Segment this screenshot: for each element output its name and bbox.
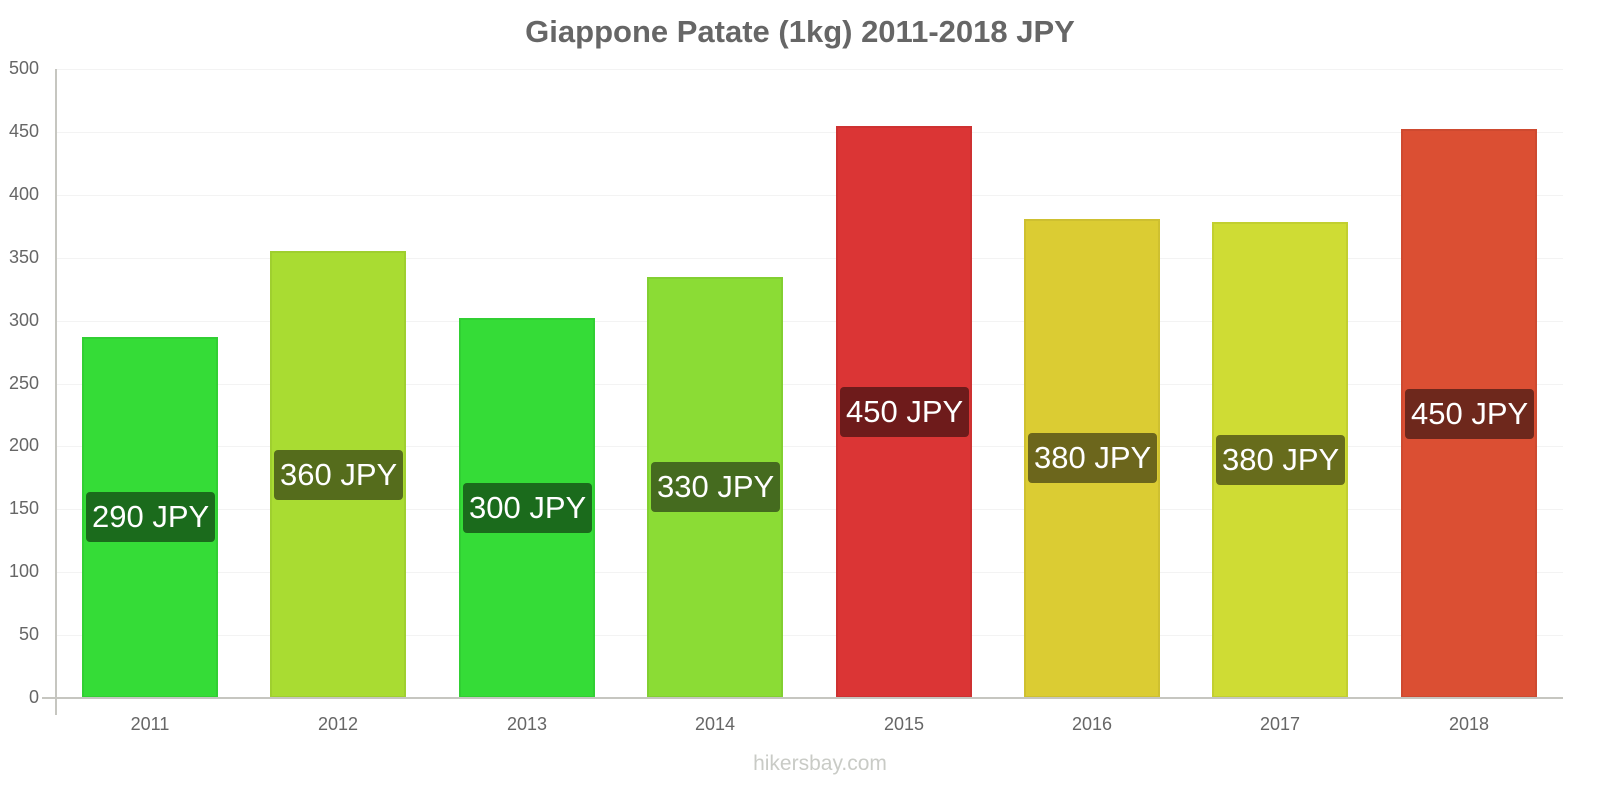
- x-tick-label: 2016: [1071, 714, 1113, 734]
- x-tick-label: 2012: [317, 714, 359, 734]
- gridline: [56, 509, 1563, 510]
- y-tick-label: 300: [8, 310, 39, 330]
- chart-title: Giappone Patate (1kg) 2011-2018 JPY: [525, 14, 1075, 49]
- y-tick-label: 150: [8, 498, 39, 518]
- gridline: [56, 132, 1563, 133]
- gridline: [56, 572, 1563, 573]
- gridline: [56, 446, 1563, 447]
- data-label-2018: 450 JPY: [1405, 389, 1535, 439]
- data-label-2016: 380 JPY: [1028, 433, 1158, 483]
- y-tick-label: 500: [8, 58, 39, 78]
- y-axis-line: [55, 69, 57, 715]
- y-tick-label: 0: [28, 687, 39, 707]
- data-label-2014: 330 JPY: [651, 462, 781, 512]
- data-label-2013: 300 JPY: [463, 483, 593, 533]
- gridline: [56, 69, 1563, 70]
- gridline: [56, 195, 1563, 196]
- watermark: hikersbay.com: [753, 752, 887, 775]
- data-label-2015: 450 JPY: [840, 387, 970, 437]
- y-tick-label: 200: [8, 435, 39, 455]
- gridline: [56, 321, 1563, 322]
- x-tick-label: 2017: [1259, 714, 1301, 734]
- gridline: [56, 384, 1563, 385]
- x-tick-label: 2011: [130, 714, 170, 734]
- y-tick-label: 50: [18, 624, 39, 644]
- y-tick-label: 100: [8, 561, 39, 581]
- data-label-2012: 360 JPY: [274, 450, 404, 500]
- x-axis-line: [42, 697, 1563, 699]
- data-label-2017: 380 JPY: [1216, 435, 1346, 485]
- gridline: [56, 635, 1563, 636]
- x-tick-label: 2014: [694, 714, 736, 734]
- x-tick-label: 2018: [1448, 714, 1490, 734]
- data-label-2011: 290 JPY: [86, 492, 216, 542]
- y-tick-label: 400: [8, 184, 39, 204]
- y-tick-label: 350: [8, 247, 39, 267]
- x-tick-label: 2015: [883, 714, 925, 734]
- y-tick-label: 250: [8, 373, 39, 393]
- x-tick-label: 2013: [506, 714, 548, 734]
- gridline: [56, 258, 1563, 259]
- y-tick-label: 450: [8, 121, 39, 141]
